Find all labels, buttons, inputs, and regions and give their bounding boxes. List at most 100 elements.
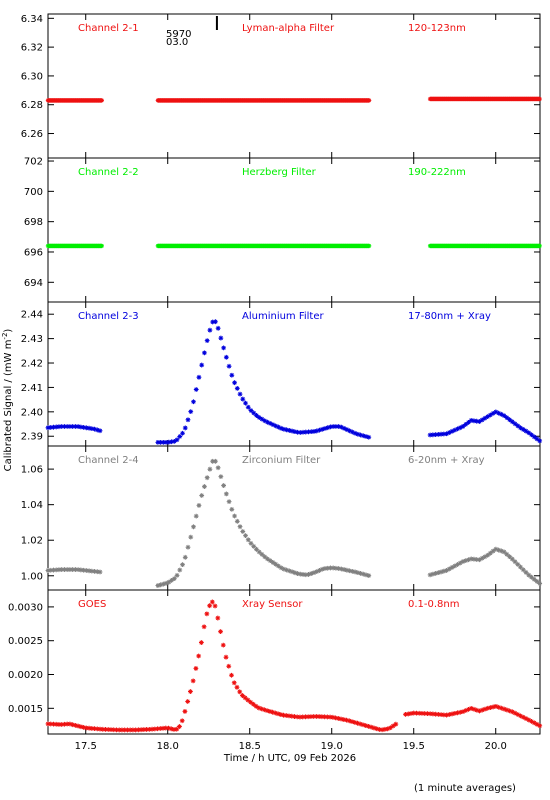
- data-point: [515, 561, 521, 567]
- data-point: [130, 727, 136, 733]
- data-point: [352, 430, 358, 436]
- data-point: [180, 430, 185, 436]
- data-point: [363, 572, 369, 578]
- data-point: [507, 708, 512, 714]
- data-point: [479, 417, 485, 423]
- data-point: [504, 551, 510, 557]
- data-point: [78, 567, 84, 573]
- data-point: [212, 319, 218, 325]
- data-point: [441, 431, 447, 437]
- data-point: [487, 412, 493, 418]
- data-point: [185, 417, 191, 423]
- data-point: [48, 425, 54, 430]
- data-point: [72, 567, 78, 572]
- y-tick-label: 6.30: [21, 71, 43, 82]
- data-point: [215, 465, 221, 471]
- data-point: [314, 428, 320, 434]
- data-point: [430, 571, 436, 577]
- data-point: [463, 421, 469, 427]
- data-point: [471, 706, 477, 712]
- data-point: [496, 547, 501, 553]
- data-point: [534, 579, 540, 584]
- data-point: [94, 427, 100, 433]
- data-point: [62, 721, 67, 727]
- data-point: [281, 426, 287, 432]
- data-point: [59, 567, 65, 572]
- data-point: [223, 354, 229, 360]
- data-point: [479, 707, 485, 713]
- panel-5: 0.0015 0.0020 0.0025 0.0030 GOES Xray Sensor 0…: [8, 589, 543, 735]
- data-point: [273, 561, 279, 567]
- data-point: [333, 424, 339, 429]
- data-point: [289, 713, 295, 719]
- data-point: [72, 722, 78, 728]
- data-point: [385, 726, 391, 732]
- data-point: [259, 416, 265, 422]
- data-point: [202, 484, 207, 489]
- data-point: [330, 565, 336, 571]
- data-point: [234, 386, 240, 391]
- data-point: [419, 710, 425, 716]
- panel-label: 17-80nm + Xray: [408, 311, 491, 322]
- data-point: [319, 426, 325, 432]
- data-point: [281, 566, 287, 572]
- data-point: [303, 714, 308, 720]
- data-point: [193, 513, 199, 519]
- data-point: [430, 432, 436, 438]
- data-point: [446, 712, 452, 717]
- data-point: [493, 409, 499, 415]
- data-point: [526, 717, 532, 723]
- data-point: [305, 714, 311, 720]
- data-point: [248, 408, 254, 413]
- data-point: [452, 563, 458, 569]
- data-point: [496, 704, 502, 710]
- data-point: [294, 714, 300, 720]
- data-point: [422, 711, 428, 716]
- data-point: [190, 678, 196, 684]
- data-point: [251, 701, 256, 707]
- data-point: [328, 565, 333, 571]
- data-point: [308, 714, 314, 720]
- data-point: [336, 424, 342, 429]
- data-point: [444, 712, 450, 718]
- data-point: [482, 554, 488, 560]
- data-point: [477, 419, 482, 424]
- data-point: [193, 387, 199, 392]
- data-point: [457, 425, 463, 431]
- y-tick-label: 2.40: [21, 407, 43, 418]
- panel-label: GOES: [78, 599, 106, 610]
- data-point: [526, 430, 532, 436]
- data-point: [355, 720, 360, 726]
- data-point: [463, 558, 469, 564]
- series-markers: [45, 96, 542, 103]
- data-point: [245, 537, 251, 543]
- data-point: [218, 629, 223, 634]
- data-point: [509, 556, 515, 562]
- data-point: [166, 579, 172, 585]
- data-point: [262, 418, 268, 424]
- data-point: [308, 571, 314, 576]
- data-point: [177, 434, 183, 439]
- data-point: [75, 567, 81, 573]
- data-point: [265, 556, 270, 562]
- data-point: [360, 571, 366, 577]
- data-point: [171, 438, 177, 444]
- data-point: [240, 529, 246, 534]
- y-tick-label: 694: [24, 278, 43, 289]
- data-point: [366, 434, 372, 440]
- data-point: [344, 427, 350, 432]
- data-point: [81, 424, 87, 430]
- data-point: [292, 570, 298, 576]
- data-point: [160, 439, 166, 445]
- data-point: [160, 725, 166, 731]
- data-point: [196, 653, 202, 659]
- data-point: [414, 710, 419, 716]
- data-point: [341, 717, 347, 722]
- data-point: [438, 569, 444, 575]
- data-point: [218, 335, 224, 341]
- data-point: [455, 710, 460, 716]
- data-point: [284, 427, 290, 433]
- data-point: [504, 415, 510, 421]
- data-point: [534, 721, 540, 727]
- y-axis-label-end: ): [3, 329, 14, 333]
